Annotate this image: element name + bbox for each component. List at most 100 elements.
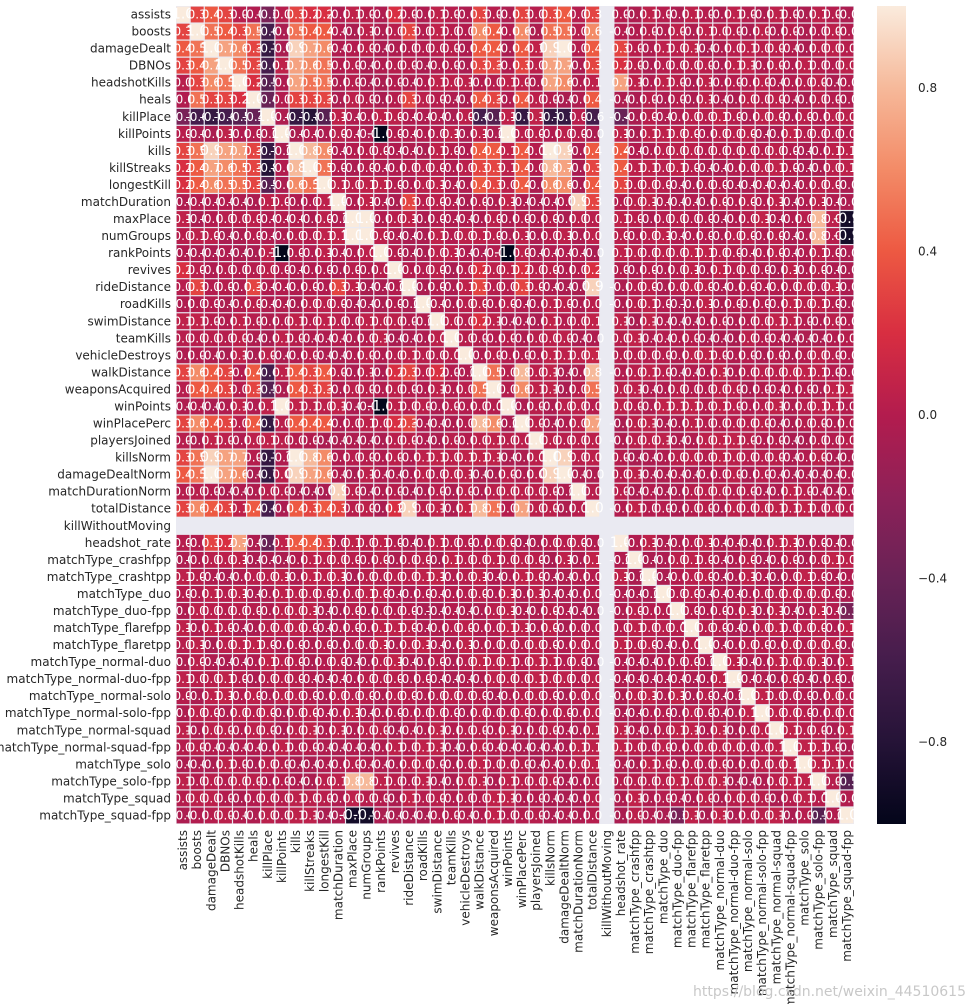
cell-label-DBNOs-matchType_flarefpp: 0.0 bbox=[682, 59, 701, 73]
y-tick-killWithoutMoving: killWithoutMoving bbox=[64, 519, 171, 533]
heatmap-cell-boosts-swimDistance bbox=[430, 23, 444, 40]
cell-label-assists-damageDealtNorm: 0.4 bbox=[555, 8, 574, 22]
cell-label-damageDealt-matchType_normal-solo-fpp: 0.0 bbox=[753, 42, 772, 56]
cell-label-boosts-matchType_solo-fpp: 0.0 bbox=[809, 25, 828, 39]
heatmap-cell-heals-boosts bbox=[190, 91, 204, 108]
cell-label-damageDealt-damageDealt: 1.0 bbox=[200, 41, 222, 57]
cell-label-boosts-matchType_normal-solo: -0.0 bbox=[736, 25, 759, 39]
cell-label-heals-swimDistance: 0.0 bbox=[428, 93, 447, 107]
heatmap-cell-boosts-matchType_flaretpp bbox=[699, 23, 713, 40]
cell-label-boosts-playersJoined: -0.0 bbox=[524, 25, 547, 39]
cell-label-headshotKills-matchType_solo-fpp: 0.0 bbox=[809, 76, 828, 90]
cell-label-damageDealt-matchType_normal-duo-fpp: 0.0 bbox=[724, 42, 743, 56]
cell-label-matchType_squad-totalDistance: 0.0 bbox=[583, 791, 602, 805]
heatmap-cell-assists-matchType_normal-squad bbox=[769, 6, 783, 23]
cell-label-longestKill-totalDistance: 0.4 bbox=[583, 178, 602, 192]
cell-label-DBNOs-swimDistance: -0.0 bbox=[426, 59, 449, 73]
cell-label-DBNOs-roadKills: -0.0 bbox=[411, 59, 434, 73]
heatmap-cell-boosts-kills bbox=[289, 23, 303, 40]
cell-label-heals-matchType_crashfpp: -0.0 bbox=[623, 93, 646, 107]
cell-label-boosts-matchType_normal-solo-fpp: 0.0 bbox=[753, 25, 772, 39]
heatmap-cell-DBNOs-matchType_duo-fpp bbox=[670, 57, 684, 74]
heatmap-cell-DBNOs-matchDurationNorm bbox=[572, 57, 586, 74]
heatmap-cell-headshotKills-matchType_normal-solo bbox=[741, 74, 755, 91]
cell-label-matchType_crashtpp-totalDistance: 0.0 bbox=[583, 570, 602, 584]
cell-label-heals-killsNorm: 0.0 bbox=[541, 93, 560, 107]
y-tick-heals: heals bbox=[139, 93, 171, 107]
y-tick-totalDistance: totalDistance bbox=[91, 502, 171, 516]
y-tick-matchType_normal-solo-fpp: matchType_normal-solo-fpp bbox=[5, 706, 171, 720]
cell-label-assists-revives: 0.2 bbox=[385, 8, 404, 22]
cell-label-assists-weaponsAcquired: 0.0 bbox=[484, 8, 503, 22]
heatmap-cell-DBNOs-kills bbox=[289, 57, 303, 74]
cell-label-matchType_flaretpp-matchType_squad-fpp: -0.0 bbox=[835, 638, 858, 652]
cell-label-headshotKills-swimDistance: 0.1 bbox=[428, 76, 447, 90]
cell-label-damageDealt-matchType_solo: -0.0 bbox=[793, 42, 816, 56]
cell-label-damageDealt-rankPoints: -0.0 bbox=[369, 42, 392, 56]
x-tick-matchType_flaretpp: matchType_flaretpp bbox=[699, 830, 713, 948]
cell-label-swimDistance-totalDistance: 0.1 bbox=[583, 314, 602, 328]
cell-label-DBNOs-numGroups: -0.0 bbox=[355, 59, 378, 73]
cell-label-damageDealt-DBNOs: 0.7 bbox=[216, 42, 235, 56]
heatmap-cell-heals-playersJoined bbox=[529, 91, 543, 108]
x-tick-revives: revives bbox=[388, 830, 402, 873]
heatmap-cell-boosts-matchType_solo bbox=[798, 23, 812, 40]
cell-label-heals-killPoints: 0.0 bbox=[272, 93, 291, 107]
cell-label-heals-damageDealt: 0.3 bbox=[202, 93, 221, 107]
cell-label-boosts-DBNOs: 0.4 bbox=[216, 25, 235, 39]
cell-label-headshotKills-winPoints: 0.1 bbox=[498, 76, 517, 90]
heatmap-cell-headshotKills-matchType_solo bbox=[798, 74, 812, 91]
heatmap-cell-heals-matchType_normal-duo bbox=[713, 91, 727, 108]
cell-label-damageDealt-matchType_normal-solo: 0.1 bbox=[739, 42, 758, 56]
y-tick-rankPoints: rankPoints bbox=[108, 246, 171, 260]
cell-label-headshotKills-headshot_rate: 0.7 bbox=[611, 76, 630, 90]
heatmap-cell-damageDealt-killPlace bbox=[261, 40, 275, 57]
y-tick-numGroups: numGroups bbox=[101, 229, 171, 243]
cell-label-heals-matchDuration: -0.0 bbox=[327, 93, 350, 107]
cell-label-heals-numGroups: 0.0 bbox=[357, 93, 376, 107]
cell-label-headshotKills-longestKill: 0.5 bbox=[315, 76, 334, 90]
y-tick-walkDistance: walkDistance bbox=[91, 365, 171, 379]
heatmap-cell-boosts-killsNorm bbox=[543, 23, 557, 40]
cell-label-boosts-headshot_rate: -0.0 bbox=[609, 25, 632, 39]
heatmap-cell-assists-matchType_crashfpp bbox=[628, 6, 642, 23]
heatmap-cell-assists-matchType_normal-duo-fpp bbox=[727, 6, 741, 23]
cell-label-heals-matchType_normal-squad: 0.0 bbox=[767, 93, 786, 107]
heatmap-cell-heals-matchType_solo bbox=[798, 91, 812, 108]
y-tick-killsNorm: killsNorm bbox=[115, 451, 171, 465]
cell-label-DBNOs-matchType_duo: 0.0 bbox=[654, 59, 673, 73]
y-tick-roadKills: roadKills bbox=[120, 297, 171, 311]
heatmap-cell-heals-matchType_normal-squad-fpp bbox=[783, 91, 797, 108]
y-tick-matchType_normal-duo-fpp: matchType_normal-duo-fpp bbox=[7, 672, 171, 686]
cell-label-damageDealt-numGroups: 0.0 bbox=[357, 42, 376, 56]
cell-label-killPoints-matchType_squad-fpp: 0.0 bbox=[837, 127, 856, 141]
cell-label-damageDealt-playersJoined: 0.1 bbox=[527, 42, 546, 56]
heatmap-cell-damageDealt-matchType_crashfpp bbox=[628, 40, 642, 57]
cell-label-assists-heals: -0.0 bbox=[242, 8, 265, 22]
cell-label-damageDealt-winPlacePerc: 0.4 bbox=[513, 42, 532, 56]
heatmap-cell-DBNOs-headshot_rate bbox=[614, 57, 628, 74]
cell-label-assists-rankPoints: -0.0 bbox=[369, 8, 392, 22]
cell-label-kills-matchType_squad-fpp: 0.1 bbox=[837, 144, 856, 158]
heatmap-cell-boosts-matchType_squad bbox=[826, 23, 840, 40]
heatmap-cell-DBNOs-boosts bbox=[190, 57, 204, 74]
heatmap-cell-headshotKills-killStreaks bbox=[303, 74, 317, 91]
cell-label-damageDealtNorm-matchType_squad-fpp: -0.0 bbox=[835, 468, 858, 482]
heatmap-cell-heals-totalDistance bbox=[586, 91, 600, 108]
heatmap-cell-heals-numGroups bbox=[360, 91, 374, 108]
y-tick-revives: revives bbox=[128, 263, 171, 277]
cell-label-headshotKills-boosts: 0.3 bbox=[188, 76, 207, 90]
cell-label-assists-matchType_normal-duo: -0.0 bbox=[708, 8, 731, 22]
heatmap-cell-killPlace-boosts bbox=[190, 108, 204, 125]
heatmap-cell-damageDealt-matchType_squad-fpp bbox=[840, 40, 854, 57]
heatmap-cell-heals-kills bbox=[289, 91, 303, 108]
cell-label-heals-rankPoints: -0.0 bbox=[369, 93, 392, 107]
heatmap-cell-assists-numGroups bbox=[360, 6, 374, 23]
heatmap-cell-damageDealt-killsNorm bbox=[543, 40, 557, 57]
heatmap-cell-headshotKills-rankPoints bbox=[374, 74, 388, 91]
heatmap-cell-assists-kills bbox=[289, 6, 303, 23]
colorbar bbox=[877, 6, 906, 824]
cell-label-numGroups-totalDistance: 0.0 bbox=[583, 229, 602, 243]
cell-label-damageDealt-matchType_normal-squad-fpp: -0.0 bbox=[779, 42, 802, 56]
heatmap-cell-boosts-matchType_duo-fpp bbox=[670, 23, 684, 40]
